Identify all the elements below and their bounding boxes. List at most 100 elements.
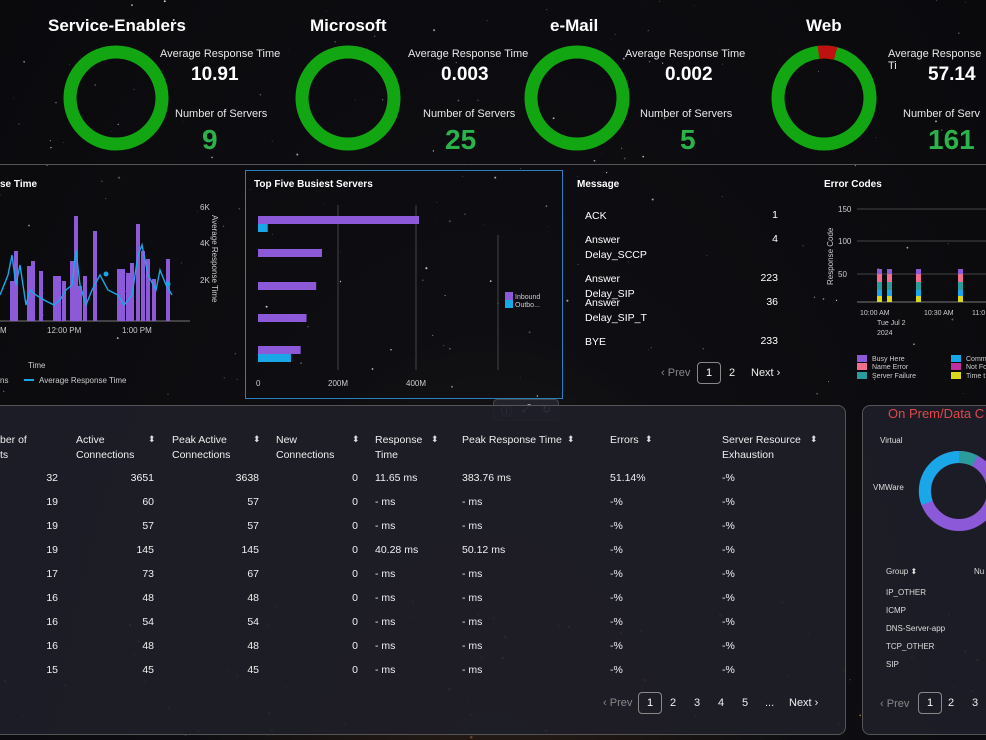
rt-line (0, 242, 173, 308)
sort-icon[interactable]: ⬍ (352, 434, 360, 444)
donut-error-arc (817, 45, 838, 60)
side-page-1[interactable]: 1 (918, 692, 942, 714)
message-page-2[interactable]: 2 (729, 367, 736, 379)
star (50, 146, 52, 149)
kpi-title-3: Web (806, 16, 842, 35)
group-col2-header[interactable]: Nu (974, 567, 985, 576)
table-page-1[interactable]: 1 (638, 692, 662, 714)
bs-bar-outbound (258, 224, 268, 232)
ec-bar-segment (958, 290, 963, 296)
message-prev-button[interactable]: ‹ Prev (661, 367, 691, 379)
message-count-1: 4 (772, 233, 778, 245)
bs-legend-swatch (505, 292, 513, 300)
table-header-2[interactable]: Peak Active Connections (172, 434, 231, 461)
table-cell: -% (722, 544, 735, 556)
star (813, 296, 816, 298)
star (577, 263, 579, 266)
table-cell: 48 (142, 640, 154, 652)
table-header-5[interactable]: Peak Response Time (462, 434, 562, 446)
message-name-2: Answer Delay_SIP (585, 273, 635, 300)
star (965, 1, 966, 3)
ec-legend-swatch (857, 363, 867, 370)
table-cell: 51.14% (610, 472, 646, 484)
kpi-donut-1 (295, 45, 401, 151)
star (100, 180, 103, 183)
ec-xsub: 2024 (877, 330, 893, 337)
sort-icon[interactable]: ⬍ (567, 434, 575, 444)
message-count-4: 233 (760, 335, 778, 347)
table-next-button[interactable]: Next › (789, 697, 819, 709)
message-page-1[interactable]: 1 (697, 362, 721, 384)
table-cell: 48 (247, 592, 259, 604)
table-page-2[interactable]: 2 (670, 697, 677, 709)
rt-bar (136, 224, 140, 321)
table-cell: -% (722, 616, 735, 628)
servers-count-3: 161 (928, 124, 975, 155)
bs-bar-inbound (258, 282, 317, 290)
ec-bar-segment (916, 282, 921, 290)
ec-ytick: 150 (838, 205, 852, 214)
sort-icon[interactable]: ⬍ (810, 434, 818, 444)
table-cell: 0 (352, 664, 358, 676)
ec-legend-label: Time t (966, 373, 985, 380)
sort-icon[interactable]: ⬍ (253, 434, 261, 444)
table-header-3[interactable]: New Connections (276, 434, 335, 461)
busiest-servers-panel[interactable] (245, 170, 563, 399)
rt-bar (10, 281, 14, 321)
table-cell: -% (722, 664, 735, 676)
table-cell: -% (610, 616, 623, 628)
star (236, 379, 238, 380)
ec-xtick: 10:00 AM (860, 310, 890, 317)
ec-bar-segment (877, 290, 882, 296)
sort-icon[interactable]: ⬍ (645, 434, 653, 444)
ec-legend-swatch (857, 355, 867, 362)
star (334, 41, 337, 43)
table-cell: 19 (46, 520, 58, 532)
table-header-4[interactable]: Response Time (375, 434, 423, 461)
table-prev-button[interactable]: ‹ Prev (603, 697, 633, 709)
side-prev-button[interactable]: ‹ Prev (880, 698, 910, 710)
table-header-6[interactable]: Errors (610, 434, 639, 446)
ec-ytick: 100 (838, 237, 852, 246)
rt-bar (39, 271, 43, 321)
star (18, 123, 20, 125)
table-page-3[interactable]: 3 (694, 697, 701, 709)
rt-bar (83, 276, 87, 321)
table-header-7[interactable]: Server Resource Exhaustion (722, 434, 801, 461)
table-header-1[interactable]: Active Connections (76, 434, 135, 461)
side-page-2[interactable]: 2 (948, 697, 955, 709)
side-page-3[interactable]: 3 (972, 697, 979, 709)
sort-icon[interactable]: ⬍ (431, 434, 439, 444)
rt-bar (126, 273, 130, 321)
star (854, 165, 856, 167)
table-cell: - ms (375, 664, 396, 676)
star (259, 93, 262, 96)
table-header-0[interactable]: ber of ts (0, 434, 27, 461)
donut-ok-arc (63, 45, 169, 151)
rt-bar (14, 251, 18, 321)
bs-xtick: 200M (328, 379, 348, 388)
rt-ytick: 6K (200, 203, 210, 212)
section-divider (0, 164, 986, 165)
table-page-4[interactable]: 4 (718, 697, 725, 709)
group-item-1: ICMP (886, 606, 906, 615)
table-cell: -% (610, 640, 623, 652)
table-cell: 48 (142, 592, 154, 604)
city-light (849, 679, 851, 681)
table-cell: 45 (142, 664, 154, 676)
star (23, 60, 25, 63)
message-next-button[interactable]: Next › (751, 367, 781, 379)
donut-ok-arc (771, 45, 877, 151)
table-cell: - ms (462, 592, 483, 604)
group-header[interactable]: Group ⬍ (886, 567, 918, 576)
star (816, 392, 818, 395)
star (577, 176, 578, 177)
table-cell: 54 (247, 616, 259, 628)
table-page-5[interactable]: 5 (742, 697, 749, 709)
star (648, 60, 651, 63)
table-page-6[interactable]: ... (765, 697, 775, 709)
star (55, 102, 57, 104)
star (642, 155, 645, 158)
sort-icon[interactable]: ⬍ (148, 434, 156, 444)
